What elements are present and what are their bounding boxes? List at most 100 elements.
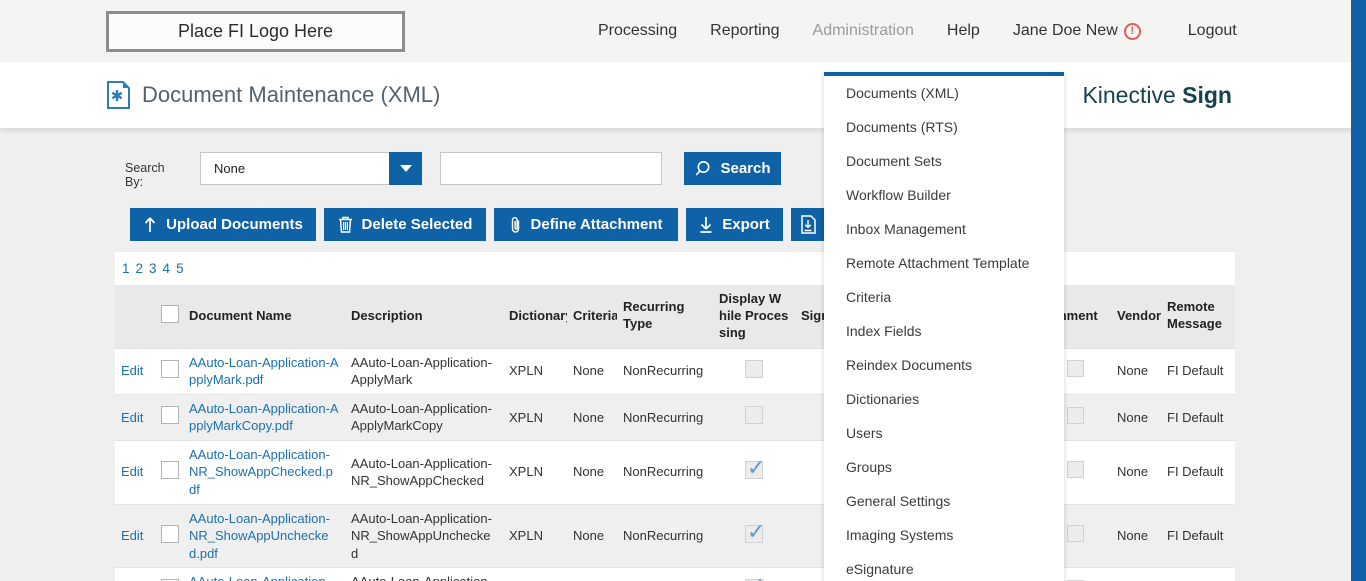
header-description: Description xyxy=(345,285,503,349)
nav-item-logout[interactable]: Logout xyxy=(1187,22,1237,39)
header-display-while-processing: Display While Processing xyxy=(713,285,795,349)
document-name-link[interactable]: AAuto-Loan-Application-NR_ShowAppUncheck… xyxy=(189,510,330,561)
menu-item-documents-xml-[interactable]: Documents (XML) xyxy=(846,85,959,101)
pagination-link[interactable]: 3 xyxy=(149,261,157,276)
dictionary-cell: XPLN xyxy=(509,464,543,480)
delete-selected-label: Delete Selected xyxy=(361,216,473,233)
document-name-link[interactable]: AAuto-Loan-Application-NR_ShowAppChecked… xyxy=(189,446,333,497)
recurring-type-cell: NonRecurring xyxy=(623,409,704,425)
check-icon: ✓ xyxy=(747,518,766,544)
dictionary-cell: XPLN xyxy=(509,363,543,379)
attachment-checkbox xyxy=(1067,461,1084,479)
attachment-checkbox xyxy=(1067,360,1084,378)
menu-item-groups[interactable]: Groups xyxy=(846,459,892,475)
vendor-cell: None xyxy=(1117,363,1149,379)
export-file-button[interactable] xyxy=(791,208,825,241)
description-cell: AAuto-Loan-Application-ApplyMarkCopy xyxy=(351,400,492,434)
fi-logo-text: Place FI Logo Here xyxy=(177,21,334,41)
documents-table: Document Name Description Dictionary Cri… xyxy=(115,285,1235,581)
scrollbar[interactable] xyxy=(1351,0,1366,581)
menu-item-workflow-builder[interactable]: Workflow Builder xyxy=(846,187,951,203)
pagination-link[interactable]: 4 xyxy=(162,261,171,276)
table-row: Edit AAuto-Loan-Application-NR_ShowAppCh… xyxy=(115,440,1235,504)
nav-item-help[interactable]: Help xyxy=(946,22,980,39)
header-criteria: Criteria xyxy=(567,285,617,349)
select-caret-button[interactable] xyxy=(389,152,422,185)
row-checkbox[interactable] xyxy=(161,406,179,425)
document-name-link[interactable]: AAuto-Loan-Application-ApplyMarkCopy.pdf xyxy=(189,400,339,434)
search-by-select[interactable]: None xyxy=(200,152,422,185)
nav-item-reporting[interactable]: Reporting xyxy=(710,22,780,39)
document-name-link[interactable]: AAuto-Loan-Application-R_ShowAppChecked.… xyxy=(189,574,334,581)
search-by-selected-value: None xyxy=(214,161,246,176)
nav-item-administration[interactable]: Administration xyxy=(812,22,914,39)
search-button-label: Search xyxy=(720,160,771,177)
upload-icon xyxy=(145,217,156,232)
remote-message-cell: FI Default xyxy=(1167,528,1224,544)
main-nav: Processing Reporting Administration Help… xyxy=(598,0,1237,62)
row-checkbox[interactable] xyxy=(161,579,179,581)
define-attachment-button[interactable]: Define Attachment xyxy=(494,208,678,241)
nav-item-user[interactable]: Jane Doe New ! xyxy=(1013,22,1141,40)
edit-link[interactable]: Edit xyxy=(121,528,144,544)
export-button[interactable]: Export xyxy=(686,208,783,241)
menu-item-users[interactable]: Users xyxy=(846,425,883,441)
recurring-type-cell: NonRecurring xyxy=(623,528,704,544)
edit-link[interactable]: Edit xyxy=(121,363,144,379)
display-while-processing-checkbox: ✓ xyxy=(745,406,763,425)
table-row: Edit AAuto-Loan-Application-ApplyMark.pd… xyxy=(115,348,1235,394)
toolbar: Upload Documents Delete Selected Define … xyxy=(130,208,825,241)
display-while-processing-checkbox: ✓ xyxy=(745,519,765,544)
document-maintenance-icon: ✱ xyxy=(107,81,130,109)
menu-item-esignature[interactable]: eSignature xyxy=(846,561,914,577)
menu-item-imaging-systems[interactable]: Imaging Systems xyxy=(846,527,954,543)
pagination-link[interactable]: 5 xyxy=(176,261,184,276)
fi-logo-placeholder: Place FI Logo Here xyxy=(106,11,405,52)
document-name-link[interactable]: AAuto-Loan-Application-ApplyMark.pdf xyxy=(189,354,339,388)
header-remote-message: Remote Message xyxy=(1161,285,1235,349)
header-select-all xyxy=(155,285,183,349)
criteria-cell: None xyxy=(573,363,605,379)
display-while-processing-checkbox: ✓ xyxy=(745,455,765,480)
title-bar: ✱ Document Maintenance (XML) Kinective S… xyxy=(0,62,1366,128)
recurring-type-cell: NonRecurring xyxy=(617,568,713,581)
table-row: Edit AAuto-Loan-Application-R_ShowAppChe… xyxy=(115,567,1235,581)
select-all-checkbox[interactable] xyxy=(161,304,179,323)
delete-selected-button[interactable]: Delete Selected xyxy=(324,208,486,241)
criteria-cell: None xyxy=(573,409,605,425)
edit-link[interactable]: Edit xyxy=(121,409,144,425)
search-icon xyxy=(696,161,710,176)
edit-link[interactable]: Edit xyxy=(121,464,144,480)
menu-item-criteria[interactable]: Criteria xyxy=(846,289,892,305)
row-checkbox[interactable] xyxy=(161,524,179,543)
header-recurring-type: Recurring Type xyxy=(617,285,713,349)
menu-item-general-settings[interactable]: General Settings xyxy=(846,493,951,509)
attachment-checkbox xyxy=(1067,579,1084,581)
pagination-link[interactable]: 1 xyxy=(122,261,130,276)
menu-item-remote-attachment-template[interactable]: Remote Attachment Template xyxy=(846,255,1030,271)
menu-item-inbox-management[interactable]: Inbox Management xyxy=(846,221,966,237)
remote-message-cell: FI Default xyxy=(1167,464,1224,480)
menu-item-document-sets[interactable]: Document Sets xyxy=(846,153,942,169)
search-button[interactable]: Search xyxy=(684,152,781,185)
header-edit xyxy=(115,285,155,349)
menu-item-documents-rts-[interactable]: Documents (RTS) xyxy=(846,119,958,135)
svg-text:✱: ✱ xyxy=(111,88,124,105)
nav-item-processing[interactable]: Processing xyxy=(598,22,678,39)
row-checkbox[interactable] xyxy=(161,359,179,378)
table-row: Edit AAuto-Loan-Application-NR_ShowAppUn… xyxy=(115,504,1235,568)
menu-item-index-fields[interactable]: Index Fields xyxy=(846,323,922,339)
dictionary-cell: XPLN xyxy=(509,528,543,544)
search-input[interactable] xyxy=(440,152,662,185)
attachment-checkbox xyxy=(1067,525,1084,543)
row-checkbox[interactable] xyxy=(161,460,179,479)
menu-item-reindex-documents[interactable]: Reindex Documents xyxy=(846,357,973,373)
description-cell: AAuto-Loan-Application-NR_ShowAppChecked xyxy=(351,455,492,489)
display-while-processing-checkbox: ✓ xyxy=(745,359,763,378)
brand-bold: Sign xyxy=(1182,81,1232,108)
upload-documents-button[interactable]: Upload Documents xyxy=(130,208,316,241)
menu-item-dictionaries[interactable]: Dictionaries xyxy=(846,391,920,407)
pagination-link[interactable]: 2 xyxy=(135,261,144,276)
description-cell: AAuto-Loan-Application-ApplyMark xyxy=(351,354,492,388)
